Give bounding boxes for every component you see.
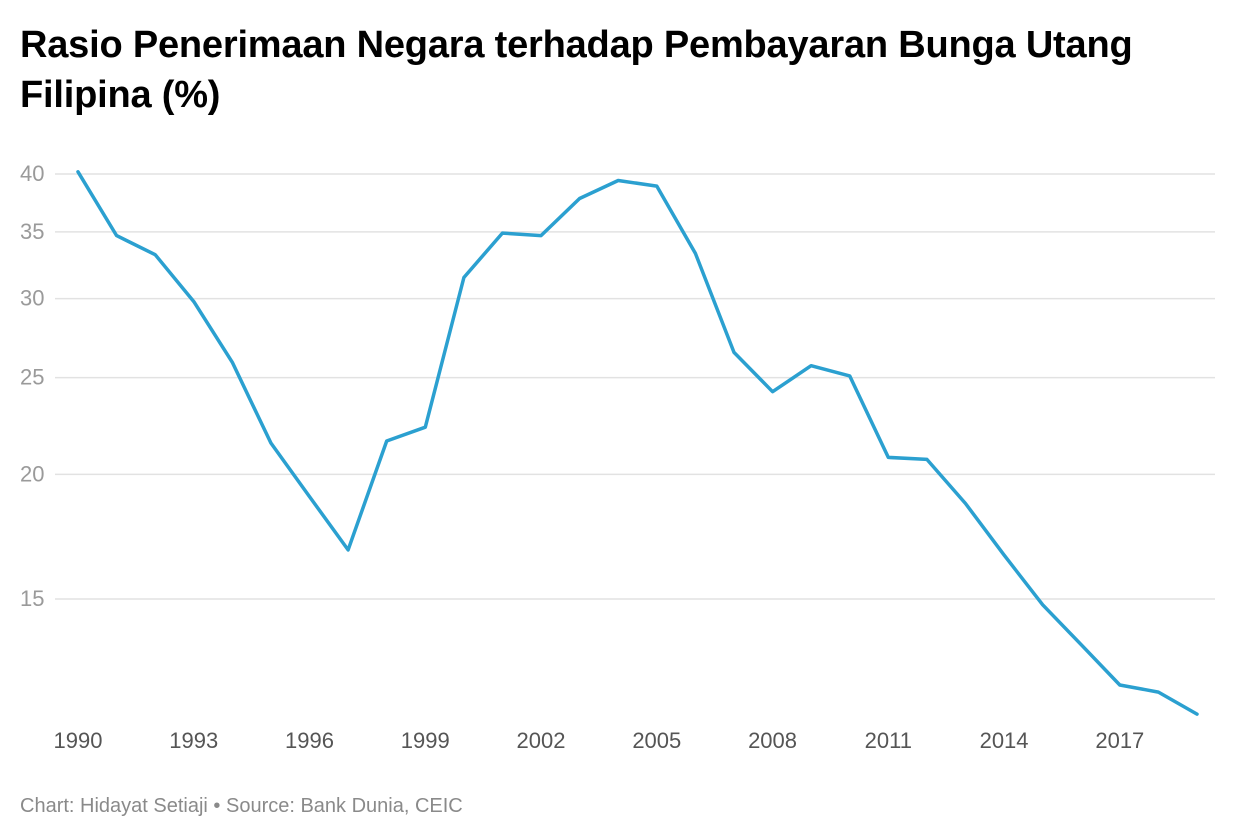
y-tick-label: 35 [20,219,44,244]
x-tick-label: 2011 [865,728,912,753]
data-point [1002,553,1006,557]
data-point [616,179,620,183]
y-tick-label: 25 [20,365,44,390]
data-point [1195,712,1199,716]
y-tick-label: 30 [20,286,44,311]
grid-lines [55,173,1215,600]
x-tick-label: 2017 [1095,728,1144,753]
data-point [385,439,389,443]
data-point [346,548,350,552]
data-point [886,455,890,459]
y-tick-label: 15 [20,586,44,611]
y-axis-tick-labels: 15 20 25 30 35 40 [20,161,44,611]
y-tick-label: 40 [20,161,44,186]
data-point [963,501,967,505]
series-line [76,170,1199,716]
data-point [693,251,697,255]
data-point [925,457,929,461]
data-point [423,425,427,429]
x-axis-tick-labels: 1990 1993 1996 1999 2002 2005 2008 2011 2014 2017 [54,728,1145,753]
x-tick-label: 1999 [401,728,450,753]
data-point [1041,603,1045,607]
line-chart: 15 20 25 30 35 40 1990 1993 1996 1999 2002 2005 200… [20,161,1215,753]
data-point [462,276,466,280]
x-tick-label: 1993 [169,728,218,753]
data-point [655,184,659,188]
x-tick-label: 1990 [54,728,103,753]
y-tick-label: 20 [20,461,44,486]
data-point [539,234,543,238]
data-point [1156,690,1160,694]
data-point [1118,683,1122,687]
data-point [848,374,852,378]
x-tick-label: 2014 [980,728,1029,753]
data-point [76,170,80,174]
chart-footer-credit: Chart: Hidayat Setiaji • Source: Bank Du… [20,795,463,817]
data-point [115,234,119,238]
data-point [732,350,736,354]
data-point [192,300,196,304]
data-point [153,253,157,257]
data-point [578,197,582,201]
data-point [308,495,312,499]
series-group [76,170,1199,716]
x-tick-label: 2008 [748,728,797,753]
data-point [1079,643,1083,647]
data-point [771,390,775,394]
x-tick-label: 2005 [632,728,681,753]
data-point [809,364,813,368]
x-tick-label: 2002 [517,728,566,753]
data-point [269,441,273,445]
chart-title: Rasio Penerimaan Negara terhadap Pembaya… [20,24,1133,116]
x-tick-label: 1996 [285,728,334,753]
data-point [500,231,504,235]
data-point [230,360,234,364]
